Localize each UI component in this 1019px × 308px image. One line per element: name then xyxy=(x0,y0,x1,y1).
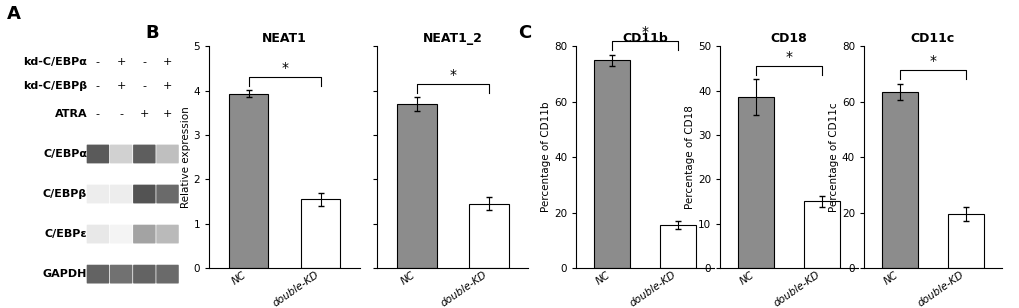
FancyBboxPatch shape xyxy=(110,144,132,163)
Bar xyxy=(301,199,340,268)
Text: +: + xyxy=(140,109,149,119)
Text: ATRA: ATRA xyxy=(55,109,87,119)
Title: CD18: CD18 xyxy=(769,32,807,45)
Y-axis label: Relative expression: Relative expression xyxy=(180,106,191,208)
FancyBboxPatch shape xyxy=(110,185,132,204)
Text: *: * xyxy=(928,54,935,68)
Text: GAPDH: GAPDH xyxy=(43,269,87,279)
Text: kd-C/EBPα: kd-C/EBPα xyxy=(23,57,87,67)
FancyBboxPatch shape xyxy=(87,144,109,163)
Text: C: C xyxy=(518,24,531,42)
Bar xyxy=(659,225,695,268)
Text: -: - xyxy=(119,109,123,119)
Text: *: * xyxy=(449,68,455,82)
Text: B: B xyxy=(146,24,159,42)
Y-axis label: Percentage of CD11c: Percentage of CD11c xyxy=(828,102,839,212)
Text: *: * xyxy=(785,50,792,64)
FancyBboxPatch shape xyxy=(156,144,178,163)
FancyBboxPatch shape xyxy=(132,185,156,204)
Text: C/EBPε: C/EBPε xyxy=(45,229,87,239)
Text: -: - xyxy=(143,57,146,67)
Text: -: - xyxy=(143,81,146,91)
Text: kd-C/EBPβ: kd-C/EBPβ xyxy=(23,81,87,91)
Text: -: - xyxy=(96,57,100,67)
Text: +: + xyxy=(163,81,172,91)
Bar xyxy=(881,92,917,268)
Text: -: - xyxy=(96,109,100,119)
Text: +: + xyxy=(116,81,125,91)
Text: C/EBPβ: C/EBPβ xyxy=(43,189,87,199)
Bar xyxy=(803,201,839,268)
Bar xyxy=(228,94,268,268)
FancyBboxPatch shape xyxy=(132,225,156,243)
Y-axis label: Percentage of CD11b: Percentage of CD11b xyxy=(541,102,551,212)
Title: NEAT1_2: NEAT1_2 xyxy=(423,32,482,45)
Bar xyxy=(396,104,436,268)
FancyBboxPatch shape xyxy=(87,225,109,243)
Title: NEAT1: NEAT1 xyxy=(262,32,307,45)
FancyBboxPatch shape xyxy=(132,265,156,283)
Y-axis label: Percentage of CD18: Percentage of CD18 xyxy=(685,105,695,209)
FancyBboxPatch shape xyxy=(156,185,178,204)
Bar xyxy=(738,97,773,268)
FancyBboxPatch shape xyxy=(87,265,109,283)
Title: CD11b: CD11b xyxy=(622,32,667,45)
Text: C/EBPα: C/EBPα xyxy=(43,149,87,159)
Text: +: + xyxy=(116,57,125,67)
FancyBboxPatch shape xyxy=(87,185,109,204)
Text: +: + xyxy=(163,109,172,119)
Text: -: - xyxy=(96,81,100,91)
FancyBboxPatch shape xyxy=(110,265,132,283)
FancyBboxPatch shape xyxy=(110,225,132,243)
Bar xyxy=(469,204,508,268)
Text: +: + xyxy=(163,57,172,67)
Text: A: A xyxy=(7,5,20,22)
Bar xyxy=(947,214,982,268)
Text: *: * xyxy=(281,61,287,75)
FancyBboxPatch shape xyxy=(156,265,178,283)
FancyBboxPatch shape xyxy=(156,225,178,243)
Title: CD11c: CD11c xyxy=(910,32,954,45)
Text: *: * xyxy=(641,25,648,39)
Bar xyxy=(594,60,630,268)
FancyBboxPatch shape xyxy=(132,144,156,163)
